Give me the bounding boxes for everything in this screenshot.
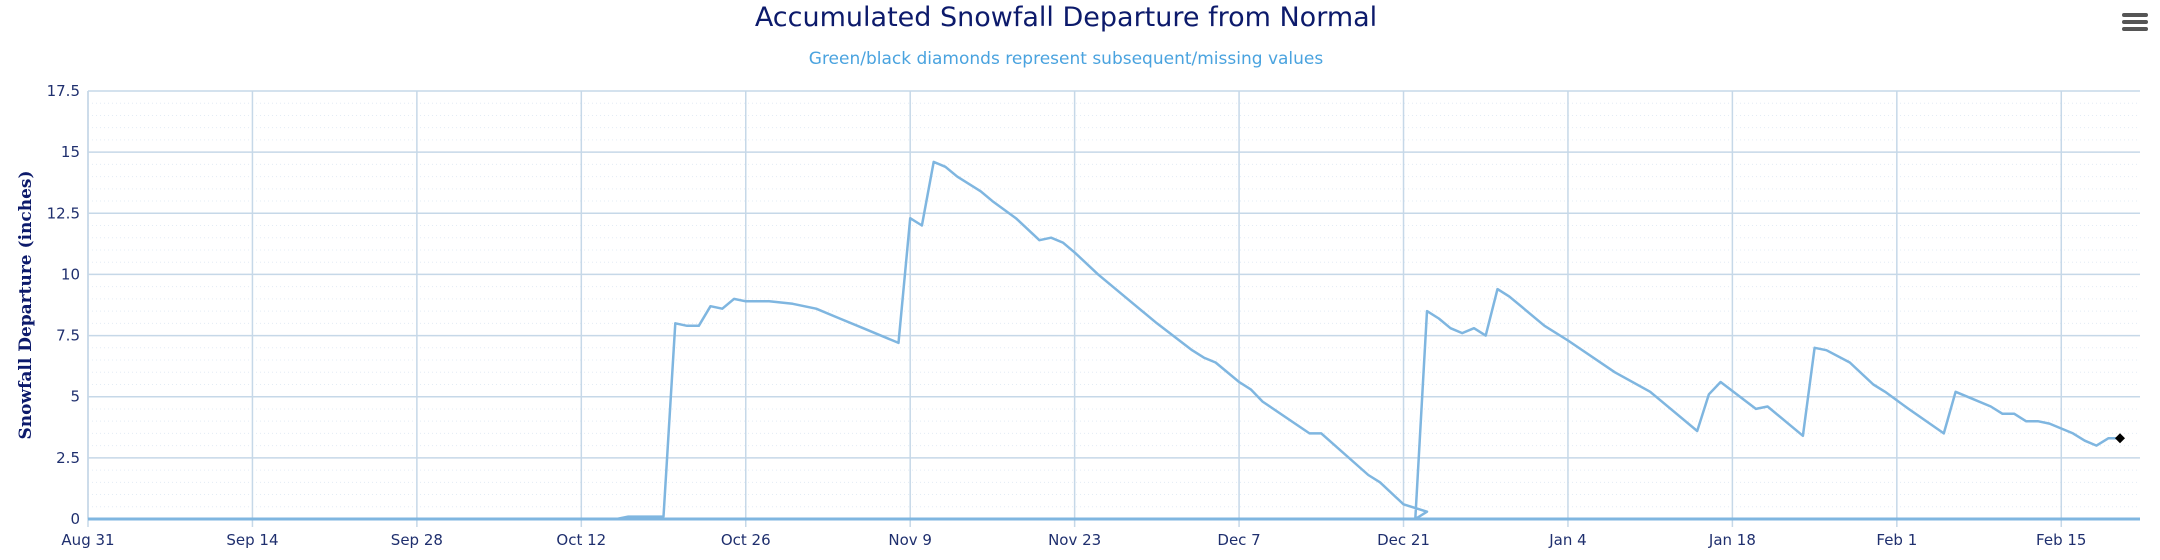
x-tick-label: Sep 28 [391,531,443,549]
x-tick-label: Aug 31 [61,531,114,549]
y-tick-label: 0 [70,510,80,528]
x-tick-label: Jan 18 [1708,531,1756,549]
y-tick-label: 7.5 [56,327,80,345]
hamburger-menu-icon-bar [2122,20,2148,24]
x-axis-ticks: Aug 31 Sep 14 Sep 28 Oct 12 Oct 26 Nov 9 Nov 2… [61,531,2086,549]
y-axis-label: Snowfall Departure (inches) [16,170,36,439]
y-tick-label: 10 [61,265,80,283]
chart-title: Accumulated Snowfall Departure from Norm… [755,2,1377,33]
y-tick-label: 5 [70,388,80,406]
x-tick-label: Oct 12 [556,531,606,549]
y-tick-label: 12.5 [47,204,80,222]
x-tick-label: Jan 4 [1548,531,1586,549]
y-tick-label: 17.5 [47,82,80,100]
hamburger-menu-icon [2122,13,2148,17]
x-tick-label: Oct 26 [721,531,771,549]
x-tick-label: Dec 7 [1217,531,1260,549]
chart-menu-button[interactable] [2118,10,2152,36]
x-tick-label: Sep 14 [226,531,278,549]
series-layer [88,160,2140,521]
hamburger-menu-icon-bar [2122,27,2148,31]
y-axis-ticks: 0 2.5 5 7.5 10 12.5 15 17.5 [47,82,80,528]
missing-value-marker [2115,433,2125,444]
x-tick-label: Feb 1 [1876,531,1917,549]
x-tick-label: Nov 23 [1048,531,1101,549]
x-tick-label: Feb 15 [2036,531,2086,549]
y-tick-label: 2.5 [56,449,80,467]
x-tick-label: Nov 9 [888,531,932,549]
series-line [88,160,2120,521]
chart-subtitle: Green/black diamonds represent subsequen… [809,49,1324,69]
y-tick-label: 15 [61,143,80,161]
x-tick-label: Dec 21 [1377,531,1430,549]
grid [87,90,2140,527]
